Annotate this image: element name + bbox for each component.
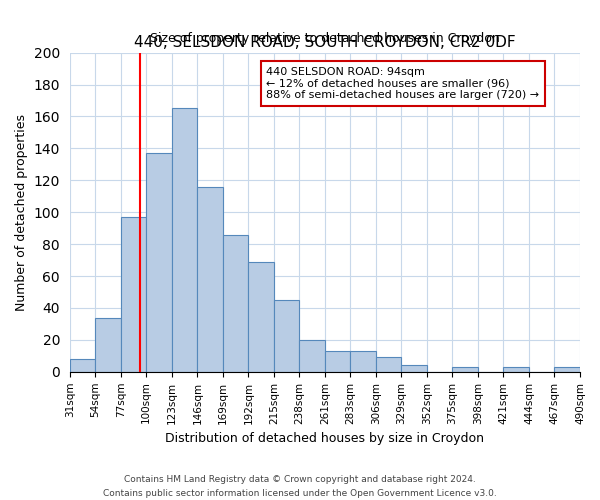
Bar xyxy=(376,358,401,372)
Bar xyxy=(172,108,197,372)
Bar xyxy=(70,359,95,372)
Y-axis label: Number of detached properties: Number of detached properties xyxy=(15,114,28,310)
Bar xyxy=(223,234,248,372)
Bar xyxy=(248,262,274,372)
Bar xyxy=(401,366,427,372)
X-axis label: Distribution of detached houses by size in Croydon: Distribution of detached houses by size … xyxy=(166,432,484,445)
Title: 440, SELSDON ROAD, SOUTH CROYDON, CR2 0DF: 440, SELSDON ROAD, SOUTH CROYDON, CR2 0D… xyxy=(134,35,516,50)
Bar xyxy=(95,318,121,372)
Bar xyxy=(146,153,172,372)
Bar xyxy=(197,186,223,372)
Bar xyxy=(274,300,299,372)
Bar xyxy=(503,367,529,372)
Bar xyxy=(452,367,478,372)
Bar xyxy=(299,340,325,372)
Text: 440 SELSDON ROAD: 94sqm
← 12% of detached houses are smaller (96)
88% of semi-de: 440 SELSDON ROAD: 94sqm ← 12% of detache… xyxy=(266,67,539,100)
Bar xyxy=(350,351,376,372)
Bar xyxy=(325,351,350,372)
Text: Contains HM Land Registry data © Crown copyright and database right 2024.
Contai: Contains HM Land Registry data © Crown c… xyxy=(103,476,497,498)
Bar xyxy=(121,217,146,372)
Bar xyxy=(554,367,580,372)
Text: Size of property relative to detached houses in Croydon: Size of property relative to detached ho… xyxy=(150,32,500,44)
